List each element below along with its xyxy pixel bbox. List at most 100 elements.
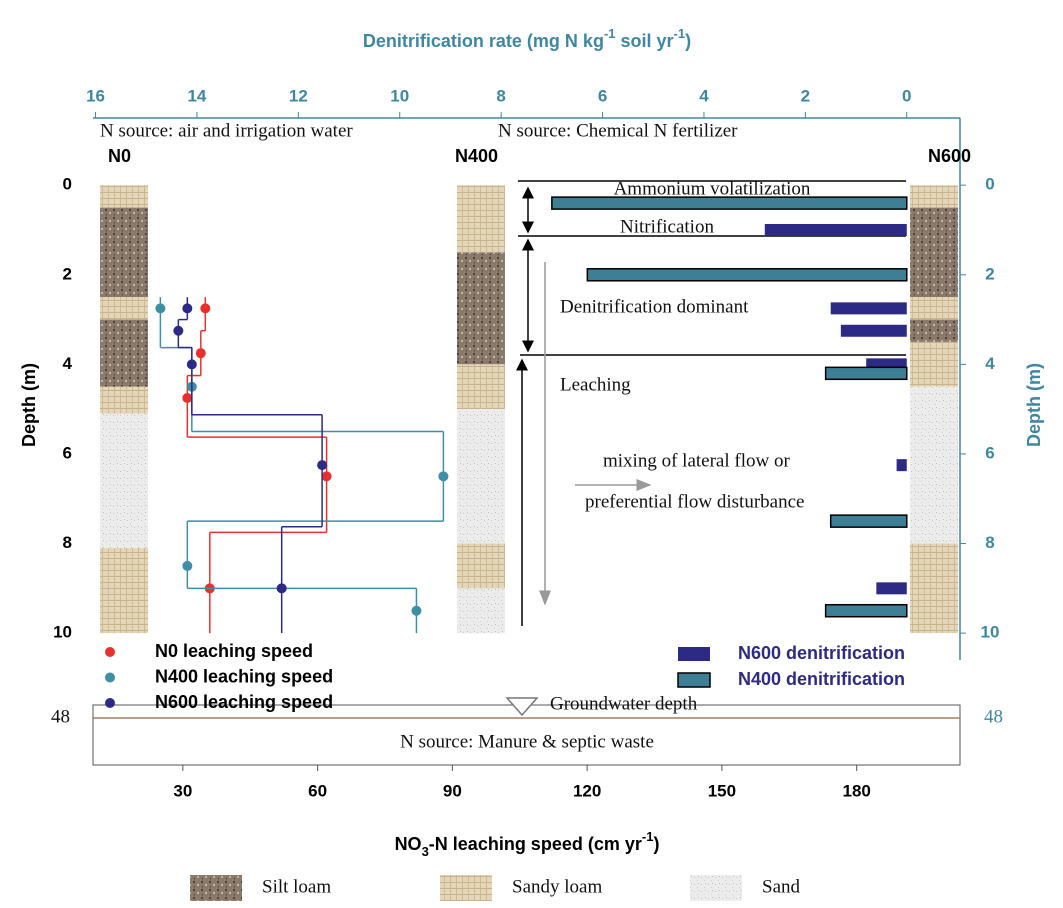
legend-marker [105,698,115,708]
column-label: N400 [455,146,498,166]
x-top-tick-label: 14 [187,86,206,105]
y-tick-label: 6 [985,443,994,462]
soil-layer [100,413,148,549]
groundwater-symbol [505,697,539,717]
soil-layer [910,386,958,544]
soil-layer [457,185,505,253]
soil-legend-swatch [440,875,492,901]
soil-layer [910,543,958,634]
legend-marker [105,647,115,657]
soil-layer [910,297,958,320]
denitrification-bar [824,366,908,381]
annotation: mixing of lateral flow or [603,450,790,471]
soil-legend-swatch [190,875,242,901]
y-tick-label: 10 [981,623,1000,642]
column-label: N600 [928,146,971,166]
y-tick-label: 0 [985,175,994,194]
x-top-tick-label: 16 [86,86,105,105]
x-tick-label: 60 [308,781,327,800]
denitrification-bar [830,302,907,315]
y-tick-label: 10 [53,623,72,642]
label-part: soil yr [616,31,674,51]
leaching-point [317,460,328,471]
soil-layer [910,341,958,387]
soil-layer [100,386,148,414]
label-part: ) [685,31,691,51]
label-part: -1 [674,26,686,41]
leaching-point [173,325,184,336]
column-label: N0 [108,146,131,166]
legend-marker [678,647,710,661]
leaching-point [182,392,193,403]
y-tick-label: 0 [63,175,72,194]
soil-legend-label: Silt loam [262,876,331,897]
legend-marker [105,672,115,683]
leaching-point [186,359,197,370]
y-tick-label: 4 [63,354,73,373]
x-tick-label: 180 [842,781,870,800]
y-tick-label: 4 [985,354,995,373]
label-part: ) [653,834,659,854]
denitrification-bar [840,324,907,337]
annotation: N source: air and irrigation water [100,120,353,141]
annotation: Ammonium volatilization [614,178,811,199]
y-tick-label: 48 [51,706,70,727]
leaching-point [182,303,193,314]
legend-label: N600 leaching speed [155,692,333,712]
leaching-point [276,583,287,594]
x-top-tick-label: 6 [598,86,607,105]
axis-label: Denitrification rate (mg N kg-1 soil yr-… [363,26,691,51]
x-tick-label: 120 [573,781,601,800]
denitrification-bar [824,603,908,618]
soil-layer [100,185,148,208]
x-tick-label: 30 [173,781,192,800]
legend-label: N600 denitrification [738,643,905,663]
y-axis-label: Depth (m) [19,363,39,447]
denitrification-bar [896,459,907,472]
soil-layer [100,319,148,387]
x-top-tick-label: 12 [289,86,308,105]
legend-label: N400 denitrification [738,669,905,689]
soil-layer [100,207,148,298]
annotation: N source: Chemical N fertilizer [498,120,738,141]
denitrification-bar [764,223,907,236]
label-part: -N leaching speed (cm yr [429,834,642,854]
y-tick-label: 6 [63,443,72,462]
soil-layer [457,543,505,589]
label-part: -1 [642,829,654,844]
leaching-point [155,303,166,314]
leaching-point [438,471,449,482]
x-top-tick-label: 0 [902,86,911,105]
label-part: 3 [422,844,429,859]
leaching-point [411,605,422,616]
denitrification-bar [586,268,908,282]
leaching-point [182,560,193,571]
legend-marker [677,672,711,688]
legend-label: N400 leaching speed [155,666,333,686]
axis-label: NO3-N leaching speed (cm yr-1) [395,829,660,859]
soil-legend-label: Sand [762,876,801,897]
x-top-tick-label: 4 [699,86,709,105]
soil-layer [910,319,958,342]
label-part: NO [395,834,422,854]
soil-layer [910,185,958,208]
soil-layer [457,252,505,365]
y-tick-label: 8 [985,533,994,552]
y-axis-label: Depth (m) [1024,363,1044,447]
x-tick-label: 150 [708,781,736,800]
x-tick-label: 90 [443,781,462,800]
x-top-tick-label: 8 [496,86,505,105]
x-top-tick-label: 10 [390,86,409,105]
soil-layer [457,409,505,544]
leaching-point [321,471,332,482]
denitrification-bar [829,514,908,528]
annotation: N source: Manure & septic waste [400,731,654,752]
label-part: -1 [604,26,616,41]
x-top-tick-label: 2 [801,86,810,105]
y-tick-label: 2 [63,264,72,283]
leaching-point [195,348,206,359]
annotation: Nitrification [620,216,714,237]
denitrification-bar [876,582,907,595]
denitrification-bar [551,196,908,210]
